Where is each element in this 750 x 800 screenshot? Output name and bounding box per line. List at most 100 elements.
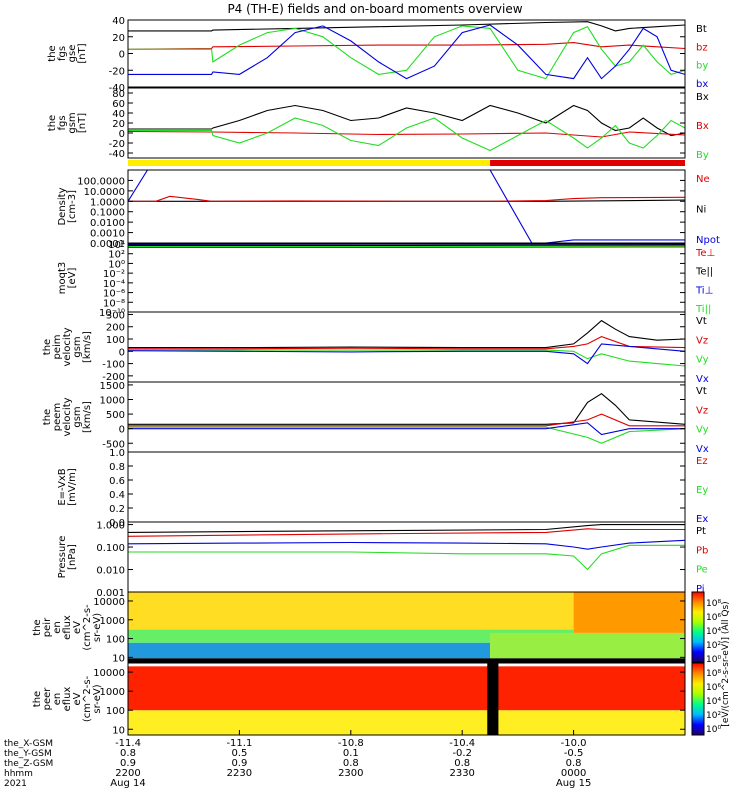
y-tick-label: 60 bbox=[112, 99, 125, 110]
y-tick-label: 10⁻² bbox=[103, 269, 125, 280]
legend-item: Te|| bbox=[695, 267, 713, 278]
x-row-label: 2021 bbox=[4, 779, 27, 789]
y-tick-label: 10⁻¹⁰ bbox=[99, 308, 125, 319]
x-tick-label: 2200 bbox=[115, 768, 140, 779]
x-tick-label: 0.8 bbox=[566, 758, 582, 769]
y-tick-label: 1.000 bbox=[96, 521, 125, 532]
y-tick-label: 0.0 bbox=[109, 518, 125, 529]
panel-frame bbox=[127, 521, 686, 593]
y-tick-label: 100 bbox=[106, 635, 125, 646]
heatmap-band bbox=[490, 632, 685, 659]
y-axis-label: [nT] bbox=[77, 43, 88, 63]
series-Bx bbox=[128, 130, 685, 138]
legend-item: by bbox=[696, 61, 708, 72]
panel-fgs-gsm bbox=[127, 87, 686, 159]
panel-pressure bbox=[127, 521, 686, 593]
panel-peir-en-eflux bbox=[127, 591, 686, 664]
series-Ne bbox=[128, 195, 685, 202]
x-tick-label: 2300 bbox=[338, 768, 363, 779]
x-row-label: the_Z-GSM bbox=[4, 759, 53, 769]
y-axis-label: the bbox=[47, 115, 58, 131]
panel-fgs-gse bbox=[127, 19, 686, 88]
y-axis-label: the bbox=[47, 45, 58, 61]
y-tick-label: 0.0001 bbox=[90, 239, 125, 250]
y-tick-label: 300 bbox=[106, 310, 125, 321]
series-Vx bbox=[128, 422, 685, 436]
x-tick-label: -0.2 bbox=[452, 748, 472, 759]
heatmap-band bbox=[128, 629, 574, 643]
x-row-label: the_X-GSM bbox=[4, 739, 53, 749]
legend-item: Npot bbox=[696, 235, 720, 246]
y-axis-label: moqt3 bbox=[57, 262, 68, 295]
y-tick-label: 1000 bbox=[100, 616, 125, 627]
x-tick-label: 0.8 bbox=[454, 758, 470, 769]
legend-item: Bx bbox=[696, 92, 709, 103]
x-tick-label: 2330 bbox=[449, 768, 474, 779]
y-axis-label: the bbox=[32, 691, 43, 707]
y-axis-label: [km/s] bbox=[82, 401, 93, 433]
panel-frame bbox=[127, 662, 686, 736]
series-Pt bbox=[128, 524, 685, 533]
y-tick-label: 0 bbox=[119, 129, 125, 140]
panel-peim-velocity bbox=[127, 311, 686, 383]
y-tick-label: 1500 bbox=[100, 381, 125, 392]
y-tick-label: -20 bbox=[109, 66, 125, 77]
y-tick-label: 0.2 bbox=[109, 504, 125, 515]
series-by bbox=[128, 25, 685, 80]
y-tick-label: -500 bbox=[102, 439, 125, 450]
legend-item: Vz bbox=[696, 405, 708, 416]
y-axis-label: E=-VxB bbox=[57, 468, 68, 505]
y-tick-label: -40 bbox=[109, 83, 125, 94]
legend-item: By bbox=[696, 150, 709, 161]
series-bx bbox=[128, 24, 685, 80]
y-tick-label: 10⁻⁶ bbox=[103, 289, 125, 300]
x-tick-label: -10.8 bbox=[338, 738, 364, 749]
y-tick-label: 0.0100 bbox=[90, 218, 125, 229]
y-axis-label: peim bbox=[52, 334, 63, 359]
x-row-label: the_Y-GSM bbox=[4, 749, 52, 759]
legend-item: Bx bbox=[696, 121, 709, 132]
y-axis-label: Pressure bbox=[57, 536, 68, 579]
y-axis-label: en bbox=[52, 693, 63, 706]
y-axis-label: fgs bbox=[57, 115, 68, 130]
colorbar-label: [eV/(cm^2-s-sr-eV)] (All Qs) bbox=[721, 601, 731, 726]
y-axis-label: (cm^2-s- bbox=[82, 604, 93, 651]
x-tick-label: -11.1 bbox=[226, 738, 252, 749]
heatmap-band bbox=[128, 710, 685, 735]
mode-bar-segment bbox=[490, 160, 685, 166]
series-Vy bbox=[128, 348, 685, 367]
y-axis-label: [cm-3] bbox=[67, 190, 78, 223]
colorbar-tick-label: 10² bbox=[706, 641, 721, 651]
y-axis-label: gsm bbox=[72, 336, 83, 357]
y-tick-label: 10⁰ bbox=[108, 259, 125, 270]
panel-peem-velocity bbox=[127, 381, 686, 453]
x-tick-label: Aug 15 bbox=[556, 778, 591, 789]
y-tick-label: 10² bbox=[108, 250, 125, 261]
y-axis-label: [nPa] bbox=[67, 544, 78, 570]
y-axis-label: Density bbox=[57, 187, 68, 225]
colorbar bbox=[691, 591, 705, 736]
y-axis-label: eV bbox=[72, 692, 83, 705]
y-tick-label: 100.0000 bbox=[77, 176, 125, 187]
series-Vt bbox=[128, 393, 685, 425]
heatmap-area bbox=[128, 663, 685, 735]
y-tick-label: 0.6 bbox=[109, 476, 125, 487]
panel-peer-en-eflux bbox=[127, 662, 686, 736]
y-axis-label: (cm^2-s- bbox=[82, 675, 93, 722]
series-Vy bbox=[128, 426, 685, 444]
legend-item: Vy bbox=[696, 355, 709, 366]
legend-item: Vt bbox=[696, 386, 707, 397]
y-tick-label: 0.0010 bbox=[90, 229, 125, 240]
y-tick-label: 0.4 bbox=[109, 490, 125, 501]
series-Pe bbox=[128, 544, 685, 571]
heatmap-area bbox=[128, 592, 685, 663]
y-tick-label: -100 bbox=[102, 360, 125, 371]
legend-item: Ne bbox=[696, 174, 710, 185]
y-tick-label: 20 bbox=[112, 33, 125, 44]
y-tick-label: 1.0 bbox=[109, 448, 125, 459]
panel-frame bbox=[127, 169, 686, 244]
x-row-label: hhmm bbox=[4, 769, 33, 779]
heatmap-band bbox=[128, 592, 574, 630]
y-tick-label: 200 bbox=[106, 323, 125, 334]
